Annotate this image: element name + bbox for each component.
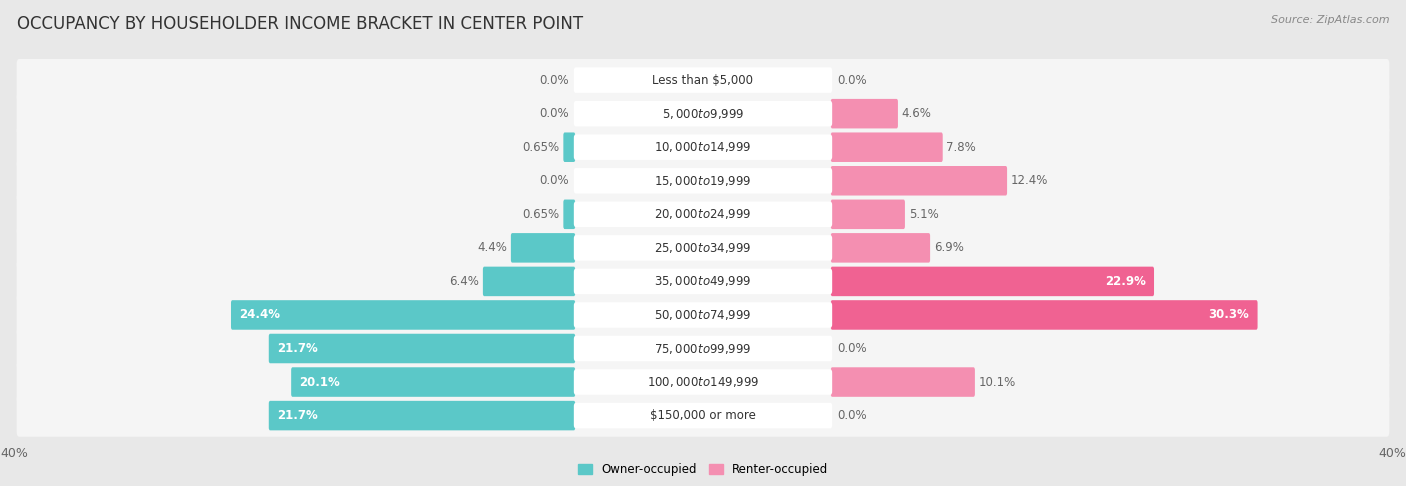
Text: 10.1%: 10.1% bbox=[979, 376, 1017, 388]
FancyBboxPatch shape bbox=[574, 135, 832, 160]
FancyBboxPatch shape bbox=[831, 233, 931, 262]
FancyBboxPatch shape bbox=[17, 395, 1389, 437]
Text: Less than $5,000: Less than $5,000 bbox=[652, 73, 754, 87]
FancyBboxPatch shape bbox=[574, 369, 832, 395]
Text: 5.1%: 5.1% bbox=[908, 208, 938, 221]
FancyBboxPatch shape bbox=[291, 367, 575, 397]
Text: $35,000 to $49,999: $35,000 to $49,999 bbox=[654, 275, 752, 288]
FancyBboxPatch shape bbox=[17, 159, 1389, 202]
FancyBboxPatch shape bbox=[831, 166, 1007, 195]
FancyBboxPatch shape bbox=[831, 200, 905, 229]
Text: 4.6%: 4.6% bbox=[901, 107, 932, 120]
Text: $5,000 to $9,999: $5,000 to $9,999 bbox=[662, 106, 744, 121]
Text: 21.7%: 21.7% bbox=[277, 342, 318, 355]
FancyBboxPatch shape bbox=[574, 168, 832, 193]
FancyBboxPatch shape bbox=[17, 260, 1389, 303]
FancyBboxPatch shape bbox=[17, 193, 1389, 235]
FancyBboxPatch shape bbox=[574, 336, 832, 361]
FancyBboxPatch shape bbox=[574, 302, 832, 328]
FancyBboxPatch shape bbox=[17, 59, 1389, 101]
Text: $100,000 to $149,999: $100,000 to $149,999 bbox=[647, 375, 759, 389]
Text: $150,000 or more: $150,000 or more bbox=[650, 409, 756, 422]
Text: 0.0%: 0.0% bbox=[838, 342, 868, 355]
FancyBboxPatch shape bbox=[831, 300, 1257, 330]
Text: 30.3%: 30.3% bbox=[1209, 309, 1250, 321]
Text: 4.4%: 4.4% bbox=[477, 242, 508, 254]
FancyBboxPatch shape bbox=[574, 202, 832, 227]
Text: $75,000 to $99,999: $75,000 to $99,999 bbox=[654, 342, 752, 355]
FancyBboxPatch shape bbox=[574, 101, 832, 126]
FancyBboxPatch shape bbox=[17, 361, 1389, 403]
Text: 0.65%: 0.65% bbox=[523, 208, 560, 221]
Legend: Owner-occupied, Renter-occupied: Owner-occupied, Renter-occupied bbox=[572, 458, 834, 481]
Text: 0.0%: 0.0% bbox=[838, 409, 868, 422]
FancyBboxPatch shape bbox=[17, 126, 1389, 168]
Text: 0.0%: 0.0% bbox=[538, 73, 568, 87]
Text: 7.8%: 7.8% bbox=[946, 141, 976, 154]
Text: 20.1%: 20.1% bbox=[299, 376, 340, 388]
Text: 6.9%: 6.9% bbox=[934, 242, 963, 254]
Text: 24.4%: 24.4% bbox=[239, 309, 280, 321]
FancyBboxPatch shape bbox=[831, 267, 1154, 296]
FancyBboxPatch shape bbox=[574, 68, 832, 93]
FancyBboxPatch shape bbox=[831, 133, 942, 162]
FancyBboxPatch shape bbox=[17, 227, 1389, 269]
Text: 0.0%: 0.0% bbox=[538, 107, 568, 120]
FancyBboxPatch shape bbox=[574, 235, 832, 260]
FancyBboxPatch shape bbox=[482, 267, 575, 296]
Text: 0.0%: 0.0% bbox=[838, 73, 868, 87]
Text: 22.9%: 22.9% bbox=[1105, 275, 1146, 288]
FancyBboxPatch shape bbox=[510, 233, 575, 262]
FancyBboxPatch shape bbox=[831, 367, 974, 397]
FancyBboxPatch shape bbox=[269, 401, 575, 431]
FancyBboxPatch shape bbox=[831, 99, 898, 128]
FancyBboxPatch shape bbox=[17, 92, 1389, 135]
Text: 12.4%: 12.4% bbox=[1011, 174, 1049, 187]
Text: Source: ZipAtlas.com: Source: ZipAtlas.com bbox=[1271, 15, 1389, 25]
Text: 0.0%: 0.0% bbox=[538, 174, 568, 187]
Text: $15,000 to $19,999: $15,000 to $19,999 bbox=[654, 174, 752, 188]
FancyBboxPatch shape bbox=[269, 334, 575, 363]
Text: 0.65%: 0.65% bbox=[523, 141, 560, 154]
FancyBboxPatch shape bbox=[17, 328, 1389, 370]
FancyBboxPatch shape bbox=[231, 300, 575, 330]
FancyBboxPatch shape bbox=[574, 403, 832, 428]
FancyBboxPatch shape bbox=[17, 294, 1389, 336]
Text: $20,000 to $24,999: $20,000 to $24,999 bbox=[654, 208, 752, 221]
Text: 21.7%: 21.7% bbox=[277, 409, 318, 422]
Text: 6.4%: 6.4% bbox=[450, 275, 479, 288]
Text: $10,000 to $14,999: $10,000 to $14,999 bbox=[654, 140, 752, 154]
FancyBboxPatch shape bbox=[564, 133, 575, 162]
FancyBboxPatch shape bbox=[564, 200, 575, 229]
Text: $50,000 to $74,999: $50,000 to $74,999 bbox=[654, 308, 752, 322]
FancyBboxPatch shape bbox=[574, 269, 832, 294]
Text: $25,000 to $34,999: $25,000 to $34,999 bbox=[654, 241, 752, 255]
Text: OCCUPANCY BY HOUSEHOLDER INCOME BRACKET IN CENTER POINT: OCCUPANCY BY HOUSEHOLDER INCOME BRACKET … bbox=[17, 15, 583, 33]
